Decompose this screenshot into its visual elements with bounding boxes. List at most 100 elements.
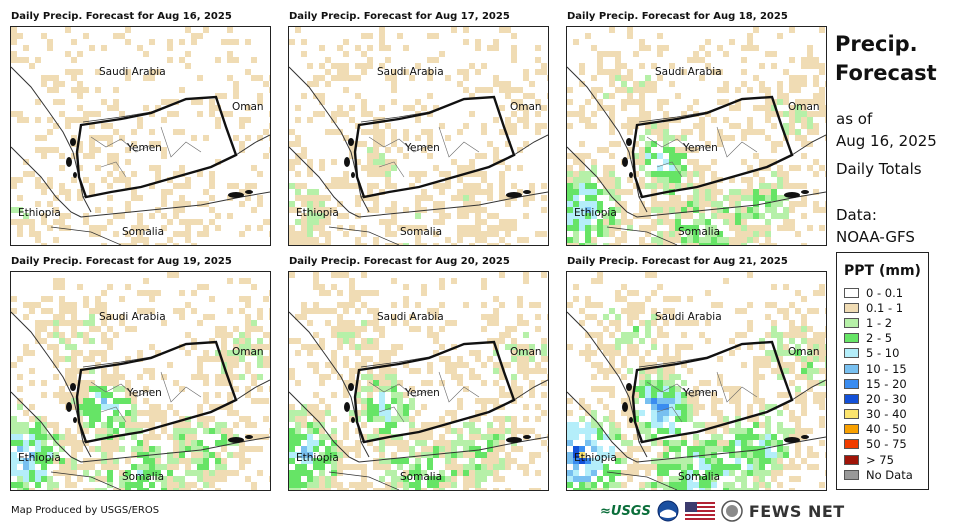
legend-item: 20 - 30 <box>837 391 928 406</box>
data-source: Data: NOAA-GFS <box>836 204 915 248</box>
legend-label: 10 - 15 <box>866 361 907 376</box>
usgs-logo: ≈USGS <box>600 503 651 519</box>
precip-raster <box>289 27 548 245</box>
noaa-logo <box>657 500 679 522</box>
legend-label: 30 - 40 <box>866 407 907 422</box>
legend-item: 5 - 10 <box>837 346 928 361</box>
label-yemen: Yemen <box>682 387 718 399</box>
label-saudi-arabia: Saudi Arabia <box>99 66 166 78</box>
yemen-border <box>353 340 516 444</box>
label-ethiopia: Ethiopia <box>296 452 339 464</box>
legend-swatch <box>844 454 859 465</box>
map-panel-6: Saudi Arabia Oman Yemen Ethiopia Somalia <box>566 271 827 491</box>
label-saudi-arabia: Saudi Arabia <box>377 66 444 78</box>
legend-label: 15 - 20 <box>866 376 907 391</box>
legend-swatch <box>844 469 859 480</box>
yemen-border <box>75 340 238 444</box>
title-line-1: Precip. <box>835 32 918 56</box>
legend-label: 2 - 5 <box>866 331 893 346</box>
precip-raster <box>11 272 270 490</box>
legend-label: > 75 <box>866 452 894 467</box>
label-ethiopia: Ethiopia <box>18 452 61 464</box>
legend-label: 40 - 50 <box>866 422 907 437</box>
legend-swatch <box>844 348 859 359</box>
fews-net-logo: FEWS NET <box>748 501 845 521</box>
legend-item: 15 - 20 <box>837 376 928 391</box>
label-yemen: Yemen <box>404 142 440 154</box>
label-oman: Oman <box>788 101 820 113</box>
title-line-2: Forecast <box>835 61 937 85</box>
legend-title: PPT (mm) <box>844 263 921 279</box>
legend-label: No Data <box>866 467 913 482</box>
legend-item: 0.1 - 1 <box>837 300 928 315</box>
map-panel-5: Saudi Arabia Oman Yemen Ethiopia Somalia <box>288 271 549 491</box>
daily-totals-text: Daily Totals <box>836 160 922 178</box>
legend-swatch <box>844 393 859 404</box>
legend-item: 0 - 0.1 <box>837 285 928 300</box>
yemen-border <box>75 95 238 199</box>
legend-swatch <box>844 378 859 389</box>
label-somalia: Somalia <box>400 471 442 483</box>
panel-title-5: Daily Precip. Forecast for Aug 20, 2025 <box>289 256 510 267</box>
legend-swatch <box>844 333 859 344</box>
label-oman: Oman <box>788 346 820 358</box>
data-value: NOAA-GFS <box>836 228 915 246</box>
label-yemen: Yemen <box>126 387 162 399</box>
usaid-seal-icon <box>721 500 743 522</box>
label-oman: Oman <box>510 346 542 358</box>
label-somalia: Somalia <box>122 226 164 238</box>
yemen-border <box>353 95 516 199</box>
legend-item: 30 - 40 <box>837 407 928 422</box>
legend-item: 10 - 15 <box>837 361 928 376</box>
as-of-line-1: as of <box>836 110 873 128</box>
us-flag-icon <box>684 502 715 520</box>
label-somalia: Somalia <box>122 471 164 483</box>
label-saudi-arabia: Saudi Arabia <box>655 311 722 323</box>
legend-label: 0 - 0.1 <box>866 285 904 300</box>
label-oman: Oman <box>232 346 264 358</box>
label-yemen: Yemen <box>404 387 440 399</box>
label-yemen: Yemen <box>682 142 718 154</box>
label-oman: Oman <box>510 101 542 113</box>
yemen-border <box>631 95 794 199</box>
legend-label: 0.1 - 1 <box>866 300 904 315</box>
legend-swatch <box>844 409 859 420</box>
legend-swatch <box>844 424 859 435</box>
map-panel-3: Saudi Arabia Oman Yemen Ethiopia Somalia <box>566 26 827 246</box>
panel-title-1: Daily Precip. Forecast for Aug 16, 2025 <box>11 11 232 22</box>
legend-label: 20 - 30 <box>866 391 907 406</box>
legend-item: 1 - 2 <box>837 315 928 330</box>
legend-label: 1 - 2 <box>866 315 893 330</box>
logo-strip: ≈USGS FEWS NET <box>600 499 845 523</box>
label-somalia: Somalia <box>400 226 442 238</box>
map-credit: Map Produced by USGS/EROS <box>11 505 160 516</box>
map-panel-4: Saudi Arabia Oman Yemen Ethiopia Somalia <box>10 271 271 491</box>
label-saudi-arabia: Saudi Arabia <box>377 311 444 323</box>
data-label: Data: <box>836 206 877 224</box>
panel-title-4: Daily Precip. Forecast for Aug 19, 2025 <box>11 256 232 267</box>
label-oman: Oman <box>232 101 264 113</box>
label-ethiopia: Ethiopia <box>296 207 339 219</box>
label-ethiopia: Ethiopia <box>574 452 617 464</box>
legend-item: > 75 <box>837 452 928 467</box>
legend-swatch <box>844 287 859 298</box>
panel-title-2: Daily Precip. Forecast for Aug 17, 2025 <box>289 11 510 22</box>
label-ethiopia: Ethiopia <box>18 207 61 219</box>
label-ethiopia: Ethiopia <box>574 207 617 219</box>
legend-label: 5 - 10 <box>866 346 900 361</box>
legend-item: 2 - 5 <box>837 331 928 346</box>
sidebar-title: Precip. Forecast <box>835 30 937 88</box>
map-panel-2: Saudi Arabia Oman Yemen Ethiopia Somalia <box>288 26 549 246</box>
legend-item: 40 - 50 <box>837 422 928 437</box>
legend-swatch <box>844 317 859 328</box>
yemen-border <box>631 340 794 444</box>
legend-item: No Data <box>837 467 928 482</box>
panel-title-3: Daily Precip. Forecast for Aug 18, 2025 <box>567 11 788 22</box>
map-panel-1: Saudi Arabia Oman Yemen Ethiopia Somalia <box>10 26 271 246</box>
legend-label: 50 - 75 <box>866 437 907 452</box>
label-somalia: Somalia <box>678 471 720 483</box>
label-saudi-arabia: Saudi Arabia <box>99 311 166 323</box>
legend-item: 50 - 75 <box>837 437 928 452</box>
label-saudi-arabia: Saudi Arabia <box>655 66 722 78</box>
